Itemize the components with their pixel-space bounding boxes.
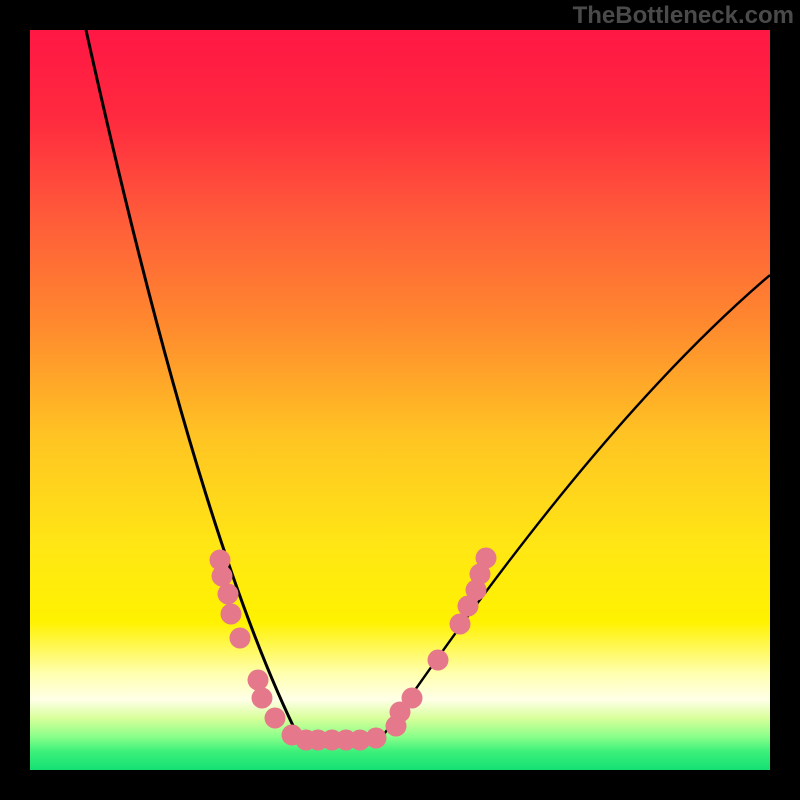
- marker-point: [402, 688, 423, 709]
- marker-point: [476, 548, 497, 569]
- plot-gradient-background: [30, 30, 770, 770]
- marker-point: [248, 670, 269, 691]
- chart-container: TheBottleneck.com: [0, 0, 800, 800]
- marker-point: [230, 628, 251, 649]
- marker-point: [428, 650, 449, 671]
- marker-point: [450, 614, 471, 635]
- bottleneck-chart: [0, 0, 800, 800]
- marker-point: [221, 604, 242, 625]
- marker-point: [218, 584, 239, 605]
- marker-point: [265, 708, 286, 729]
- watermark-text: TheBottleneck.com: [573, 2, 794, 30]
- marker-point: [366, 728, 387, 749]
- marker-point: [212, 566, 233, 587]
- marker-point: [252, 688, 273, 709]
